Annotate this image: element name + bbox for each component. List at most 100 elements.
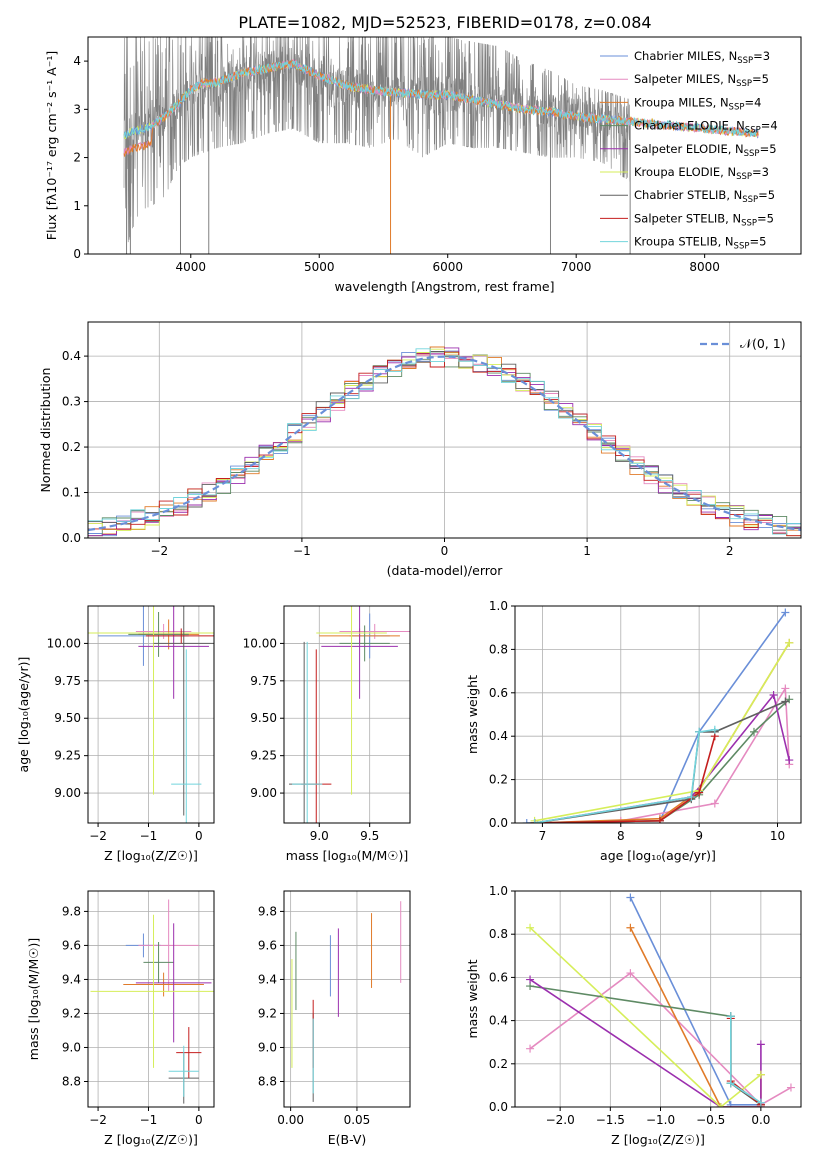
- y-tick-label: 2: [73, 151, 81, 165]
- z-mass-panel: −2 −1 0 8.8 9.0 9.2 9.4 9.6 9.8 Z [log₁₀(Z/Z☉)] ma…: [26, 890, 215, 1147]
- x-axis-label: E(B-V): [328, 1132, 367, 1147]
- x-axis-label: Z [log₁₀(Z/Z☉)]: [611, 1132, 705, 1147]
- y-tick-label: 0.8: [489, 642, 508, 656]
- legend-sub: SSP: [742, 195, 758, 205]
- x-tick-label: 6000: [432, 260, 463, 274]
- series-line-s_elodie: [529, 978, 762, 1107]
- legend-label: Salpeter MILES, NSSP=5: [634, 72, 769, 89]
- series-marker: [695, 788, 704, 797]
- legend-sub: SSP: [736, 79, 752, 89]
- x-tick-label: −1: [140, 829, 158, 843]
- x-tick-label: 9.0: [310, 829, 329, 843]
- x-tick-label: 8: [617, 829, 625, 843]
- x-tick-label: 1: [583, 544, 591, 558]
- y-tick-label: 0.2: [489, 1057, 508, 1071]
- series-line-s_stelib: [730, 1018, 762, 1106]
- y-tick-label: 0.2: [62, 440, 81, 454]
- y-tick-label: 1.0: [489, 884, 508, 898]
- legend-sub: SSP: [745, 126, 761, 136]
- x-axis-label: mass [log₁₀(M/M☉)]: [286, 848, 408, 863]
- x-tick-label: 9.5: [360, 829, 379, 843]
- y-tick-label: 8.8: [258, 1074, 277, 1088]
- y-tick-label: 8.8: [62, 1074, 81, 1088]
- y-axis-label: mass [log₁₀(M/M☉)]: [26, 938, 41, 1060]
- y-tick-label: 0.0: [62, 531, 81, 545]
- age-weight-panel: 7 8 9 10 0.0 0.2 0.4 0.6 0.8 1.0 age [log₁₀(age/yr…: [465, 599, 802, 863]
- z-weight-panel: −2.0 −1.5 −1.0 −0.5 0.0 0.0 0.2 0.4 0.6 0.8 1.0 Z […: [465, 884, 802, 1147]
- plot-area: [526, 893, 795, 1107]
- y-tick-label: 9.75: [54, 674, 81, 688]
- spectrum-panel: 4000 5000 6000 7000 8000 0 1 2 3 4 wavelength [Ang…: [44, 36, 802, 294]
- x-axis-label: wavelength [Angstrom, rest frame]: [334, 279, 554, 294]
- legend-sub: SSP: [744, 149, 760, 159]
- y-tick-label: 9.25: [54, 749, 81, 763]
- series-marker: [626, 923, 635, 932]
- mass-age-panel: 9.0 9.5 9.00 9.25 9.50 9.75 10.00 mass [log₁₀(M…: [243, 605, 411, 863]
- y-tick-label: 9.00: [250, 786, 277, 800]
- y-tick-label: 9.6: [258, 938, 277, 952]
- series-marker: [710, 725, 719, 734]
- legend-label: Salpeter STELIB, NSSP=5: [634, 211, 774, 228]
- x-tick-label: 4000: [176, 260, 207, 274]
- legend-label: Salpeter ELODIE, NSSP=5: [634, 142, 777, 159]
- plot-area: [123, 37, 759, 254]
- x-tick-label: −2: [89, 829, 107, 843]
- legend-sub: SSP: [741, 218, 757, 228]
- y-tick-label: 0.2: [489, 773, 508, 787]
- y-tick-label: 9.0: [62, 1040, 81, 1054]
- y-tick-label: 0.4: [62, 349, 81, 363]
- series-line-s_miles: [529, 972, 792, 1106]
- x-axis-label: age [log₁₀(age/yr)]: [600, 848, 716, 863]
- series-marker: [726, 1100, 735, 1107]
- y-tick-label: 0.6: [489, 970, 508, 984]
- x-tick-label: 0.0: [751, 1113, 770, 1127]
- series-line-c_elodie: [534, 698, 790, 823]
- x-tick-label: 7: [539, 829, 547, 843]
- legend-suffix: =5: [749, 235, 766, 249]
- ebv-mass-panel: 0.00 0.05 8.8 9.0 9.2 9.4 9.6 9.8 E(B-V): [258, 890, 411, 1147]
- axes-frame: [283, 605, 411, 824]
- x-tick-label: −1: [293, 544, 311, 558]
- y-tick-label: 10.00: [243, 636, 277, 650]
- x-tick-label: 0: [441, 544, 449, 558]
- legend-label: Kroupa ELODIE, NSSP=3: [634, 165, 769, 182]
- x-axis-label: Z [log₁₀(Z/Z☉)]: [104, 1132, 198, 1147]
- legend-label: Kroupa STELIB, NSSP=5: [634, 235, 766, 252]
- legend-sub: SSP: [736, 172, 752, 182]
- y-tick-label: 1: [73, 199, 81, 213]
- y-tick-label: 0.0: [489, 816, 508, 830]
- normal-curve: [88, 355, 801, 532]
- y-tick-label: 0.4: [489, 1014, 508, 1028]
- series-marker: [626, 969, 635, 978]
- legend-label: 𝒩(0, 1): [740, 336, 786, 351]
- series-marker: [781, 608, 790, 617]
- legend-suffix: =3: [752, 165, 769, 179]
- axes-frame: [514, 890, 802, 1108]
- series-marker: [785, 756, 794, 765]
- x-tick-label: −2.0: [546, 1113, 575, 1127]
- y-tick-label: 9.8: [258, 904, 277, 918]
- x-tick-label: −1.0: [646, 1113, 675, 1127]
- x-tick-label: −1.5: [596, 1113, 625, 1127]
- x-tick-label: 10: [770, 829, 785, 843]
- series-marker: [756, 1070, 765, 1079]
- series-line-c_stelib: [534, 700, 786, 823]
- y-axis-label: age [log₁₀(age/yr)]: [16, 657, 31, 773]
- series-marker: [530, 819, 539, 823]
- series-marker: [781, 697, 790, 706]
- axes-frame: [87, 605, 215, 824]
- legend-suffix: =5: [760, 142, 777, 156]
- y-axis-label: mass weight: [465, 959, 480, 1038]
- figure-title: PLATE=1082, MJD=52523, FIBERID=0178, z=0…: [238, 13, 651, 32]
- y-tick-label: 9.00: [54, 786, 81, 800]
- y-tick-label: 9.0: [258, 1040, 277, 1054]
- legend-label: Chabrier STELIB, NSSP=5: [634, 188, 775, 205]
- plot-area: [291, 901, 402, 1102]
- residuals-panel: −2 −1 0 1 2 0.0 0.1 0.2 0.3 0.4 (data-model)/error…: [38, 321, 802, 578]
- y-axis-label: mass weight: [465, 675, 480, 754]
- x-tick-label: 0.05: [344, 1113, 371, 1127]
- y-tick-label: 9.50: [54, 711, 81, 725]
- x-tick-label: −2: [89, 1113, 107, 1127]
- series-line-s_stelib: [534, 735, 716, 823]
- legend-suffix: =3: [753, 49, 770, 63]
